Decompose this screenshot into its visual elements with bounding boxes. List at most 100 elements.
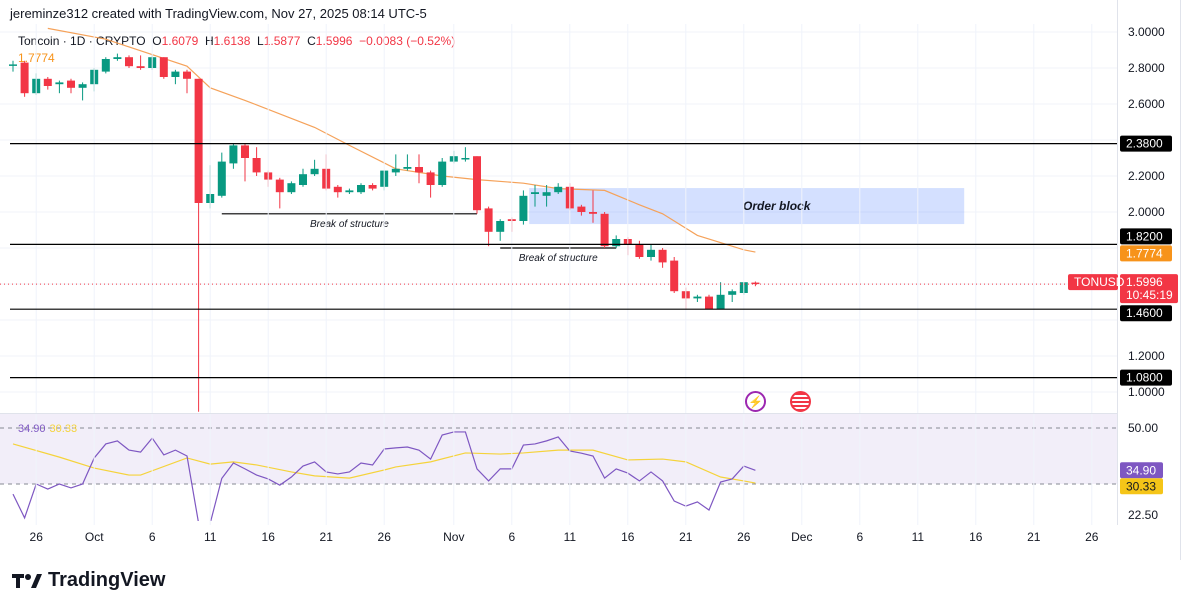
candle	[438, 158, 447, 187]
time-tick-label: 21	[679, 530, 693, 544]
candle	[473, 156, 481, 214]
candle-body	[600, 213, 609, 247]
order-block-label: Order block	[743, 199, 812, 213]
time-tick-label: 21	[320, 530, 334, 544]
candle-body	[287, 183, 296, 193]
open-label: O	[152, 34, 162, 48]
level-price-badge: 1.0800	[1120, 369, 1172, 386]
candle	[403, 154, 412, 171]
level-price-badge-text: 1.8200	[1126, 229, 1163, 243]
price-pane: Order block Break of structure Break of st…	[0, 27, 1117, 412]
candle	[299, 168, 307, 187]
candle	[229, 143, 238, 169]
tradingview-logo[interactable]: TradingView	[12, 569, 165, 592]
time-tick-label: 11	[204, 530, 217, 544]
candle-body	[101, 59, 110, 72]
candle-body	[194, 78, 203, 203]
candle-body	[67, 80, 75, 88]
symbol-legend: Toncoin · 1D · CRYPTO O1.6079 H1.6138 L1…	[18, 34, 455, 48]
candle-body	[542, 192, 551, 196]
candle-body	[403, 167, 412, 169]
candle-body	[693, 296, 702, 299]
candle-body	[299, 174, 307, 185]
candle	[647, 244, 655, 261]
level-price-badge-text: 2.3800	[1126, 137, 1163, 151]
candle	[670, 257, 679, 293]
rsi-band	[0, 414, 1117, 484]
candle	[531, 185, 539, 207]
candle	[461, 147, 470, 162]
candle-body	[43, 78, 52, 86]
candle-body	[345, 190, 354, 193]
time-tick-label: 6	[856, 530, 863, 544]
candle	[310, 159, 319, 176]
break-of-structure-label: Break of structure	[310, 219, 389, 230]
candle	[415, 154, 423, 184]
ma-price-badge: 1.7774	[1120, 245, 1172, 262]
candle	[43, 77, 52, 90]
us-flag-icon[interactable]	[790, 391, 811, 412]
candle	[125, 55, 133, 68]
candle	[577, 204, 586, 216]
lightning-icon[interactable]: ⚡	[745, 391, 766, 412]
time-tick-label: 16	[621, 530, 635, 544]
level-price-badge-bg	[1120, 305, 1172, 322]
candle-body	[415, 167, 423, 173]
candle-body	[426, 172, 435, 185]
candle	[9, 60, 17, 72]
high-value: 1.6138	[213, 34, 251, 48]
candle-body	[391, 168, 400, 173]
candle-body	[9, 64, 17, 66]
rsi-legend[interactable]: 34.90 30.33	[18, 423, 77, 435]
candle-body	[159, 57, 168, 77]
level-price-badge: 1.4600	[1120, 305, 1172, 322]
symbol-badge: TONUSD	[1068, 274, 1125, 291]
time-tick-label: 16	[969, 530, 983, 544]
candle-body	[612, 239, 621, 247]
price-tick-label: 2.6000	[1128, 97, 1165, 111]
level-price-badge: 2.3800	[1120, 135, 1172, 152]
level-price-badge: 1.8200	[1120, 228, 1172, 245]
time-tick-label: Oct	[85, 530, 104, 544]
symbol-name[interactable]: Toncoin · 1D · CRYPTO	[18, 34, 146, 48]
candle-body	[241, 145, 249, 158]
candle	[217, 152, 226, 198]
candle-body	[728, 291, 737, 295]
candle	[368, 183, 377, 191]
time-tick-label: 26	[737, 530, 751, 544]
candle	[426, 170, 435, 198]
candle-body	[461, 158, 470, 160]
time-tick-label: 26	[378, 530, 392, 544]
rsi-ma-badge-bg	[1120, 478, 1163, 495]
candle-body	[484, 208, 493, 232]
candle	[519, 190, 528, 225]
candle-body	[78, 84, 87, 88]
candle-body	[310, 168, 319, 175]
candle-body	[589, 212, 597, 214]
candle	[136, 55, 145, 70]
time-tick-label: 11	[564, 530, 577, 544]
candle-body	[647, 249, 655, 257]
candle	[496, 219, 505, 241]
ma-price-badge-bg	[1120, 245, 1172, 262]
candle	[542, 185, 551, 207]
candle	[484, 206, 493, 247]
candle	[241, 143, 249, 182]
candle	[20, 60, 29, 97]
candle	[345, 188, 354, 194]
time-tick-label: Dec	[791, 530, 812, 544]
symbol-badge-bg	[1068, 274, 1118, 291]
time-tick-label: 16	[262, 530, 276, 544]
candle	[67, 78, 75, 94]
price-tick-label: 2.8000	[1128, 61, 1165, 75]
price-chart[interactable]: Order block Break of structure Break of st…	[0, 0, 1195, 560]
candle-body	[333, 186, 342, 193]
candle-body	[20, 62, 29, 94]
rsi-ma-badge: 30.33	[1120, 478, 1163, 495]
candle-body	[658, 249, 667, 263]
candle	[716, 282, 725, 310]
candle	[287, 181, 296, 194]
rsi-ma-line	[12, 443, 756, 484]
time-tick-label: 6	[149, 530, 156, 544]
level-price-badge-text: 1.0800	[1126, 371, 1163, 385]
